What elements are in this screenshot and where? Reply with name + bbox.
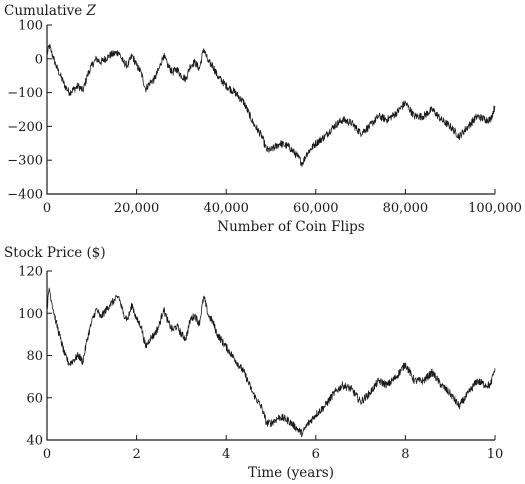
y-tick-label: 120 — [18, 265, 43, 280]
x-tick-label: 8 — [401, 447, 409, 462]
x-tick-label: 6 — [312, 447, 320, 462]
chart-stock-price: Stock Price ($) 120 100 80 60 40 0 2 4 6 8 10 Tim… — [4, 245, 503, 481]
x-tick-label: 60,000 — [293, 201, 339, 216]
x-axis-ticks-top: 0 20,000 40,000 60,000 80,000 100,000 — [43, 189, 522, 216]
x-axis-title-top: Number of Coin Flips — [217, 219, 365, 235]
y-tick-label: 100 — [18, 19, 43, 34]
x-tick-label: 20,000 — [114, 201, 160, 216]
y-tick-label: −100 — [7, 86, 43, 101]
y-tick-label: −200 — [7, 120, 43, 135]
x-tick-label: 80,000 — [383, 201, 429, 216]
series-line-stock-price — [46, 287, 496, 438]
x-tick-label: 0 — [43, 201, 51, 216]
x-tick-label: 100,000 — [468, 201, 522, 216]
y-axis-title-top: Cumulative Z — [4, 3, 97, 19]
x-axis-title-bottom: Time (years) — [248, 465, 334, 481]
chart-cumulative-z: Cumulative Z 100 0 −100 −200 −300 −400 0 20,00… — [4, 3, 522, 235]
y-tick-label: 60 — [26, 391, 43, 406]
x-tick-label: 10 — [487, 447, 504, 462]
y-tick-label: 0 — [35, 52, 43, 67]
y-axis-title-prefix: Cumulative — [4, 3, 87, 19]
axes-frame-top — [46, 25, 495, 195]
y-tick-label: −400 — [7, 188, 43, 203]
x-tick-label: 40,000 — [203, 201, 249, 216]
y-tick-label: 80 — [26, 349, 43, 364]
x-tick-label: 2 — [132, 447, 140, 462]
axes-frame-bottom — [46, 271, 495, 441]
y-tick-label: 40 — [26, 434, 43, 449]
y-tick-label: −300 — [7, 154, 43, 169]
series-line-cumulative-z — [46, 43, 496, 167]
y-axis-ticks-top: 100 0 −100 −200 −300 −400 — [7, 19, 52, 203]
x-tick-label: 4 — [222, 447, 230, 462]
y-axis-title-bottom: Stock Price ($) — [4, 245, 106, 261]
x-tick-label: 0 — [43, 447, 51, 462]
y-tick-label: 100 — [18, 307, 43, 322]
x-axis-ticks-bottom: 0 2 4 6 8 10 — [43, 435, 503, 462]
y-axis-title-variable: Z — [86, 3, 97, 19]
